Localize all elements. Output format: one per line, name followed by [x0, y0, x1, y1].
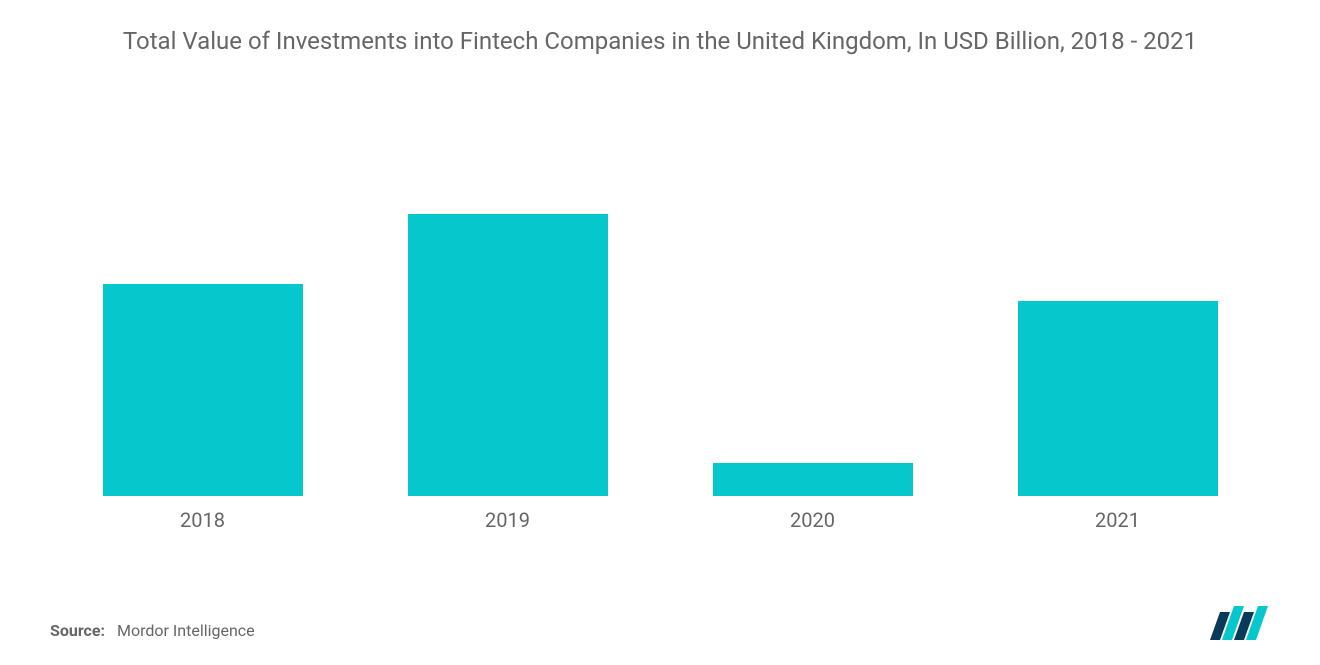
bar-2018 — [103, 284, 303, 496]
x-axis-labels: 2018 2019 2020 2021 — [50, 508, 1270, 532]
source-text: Source: Mordor Intelligence — [50, 621, 255, 640]
bar-2020 — [713, 463, 913, 496]
bar-slot — [355, 97, 660, 496]
chart-title: Total Value of Investments into Fintech … — [50, 25, 1270, 67]
brand-logo-icon — [1210, 602, 1270, 640]
source-label: Source: — [50, 621, 105, 640]
bars-row — [50, 97, 1270, 496]
x-label: 2021 — [965, 508, 1270, 532]
chart-container: Total Value of Investments into Fintech … — [0, 0, 1320, 665]
x-label: 2018 — [50, 508, 355, 532]
x-label: 2020 — [660, 508, 965, 532]
plot-area — [50, 97, 1270, 496]
bar-slot — [50, 97, 355, 496]
bar-slot — [965, 97, 1270, 496]
bar-slot — [660, 97, 965, 496]
source-name: Mordor Intelligence — [117, 621, 255, 640]
bar-2021 — [1018, 301, 1218, 496]
chart-footer: Source: Mordor Intelligence — [50, 602, 1270, 645]
x-label: 2019 — [355, 508, 660, 532]
bar-2019 — [408, 214, 608, 496]
